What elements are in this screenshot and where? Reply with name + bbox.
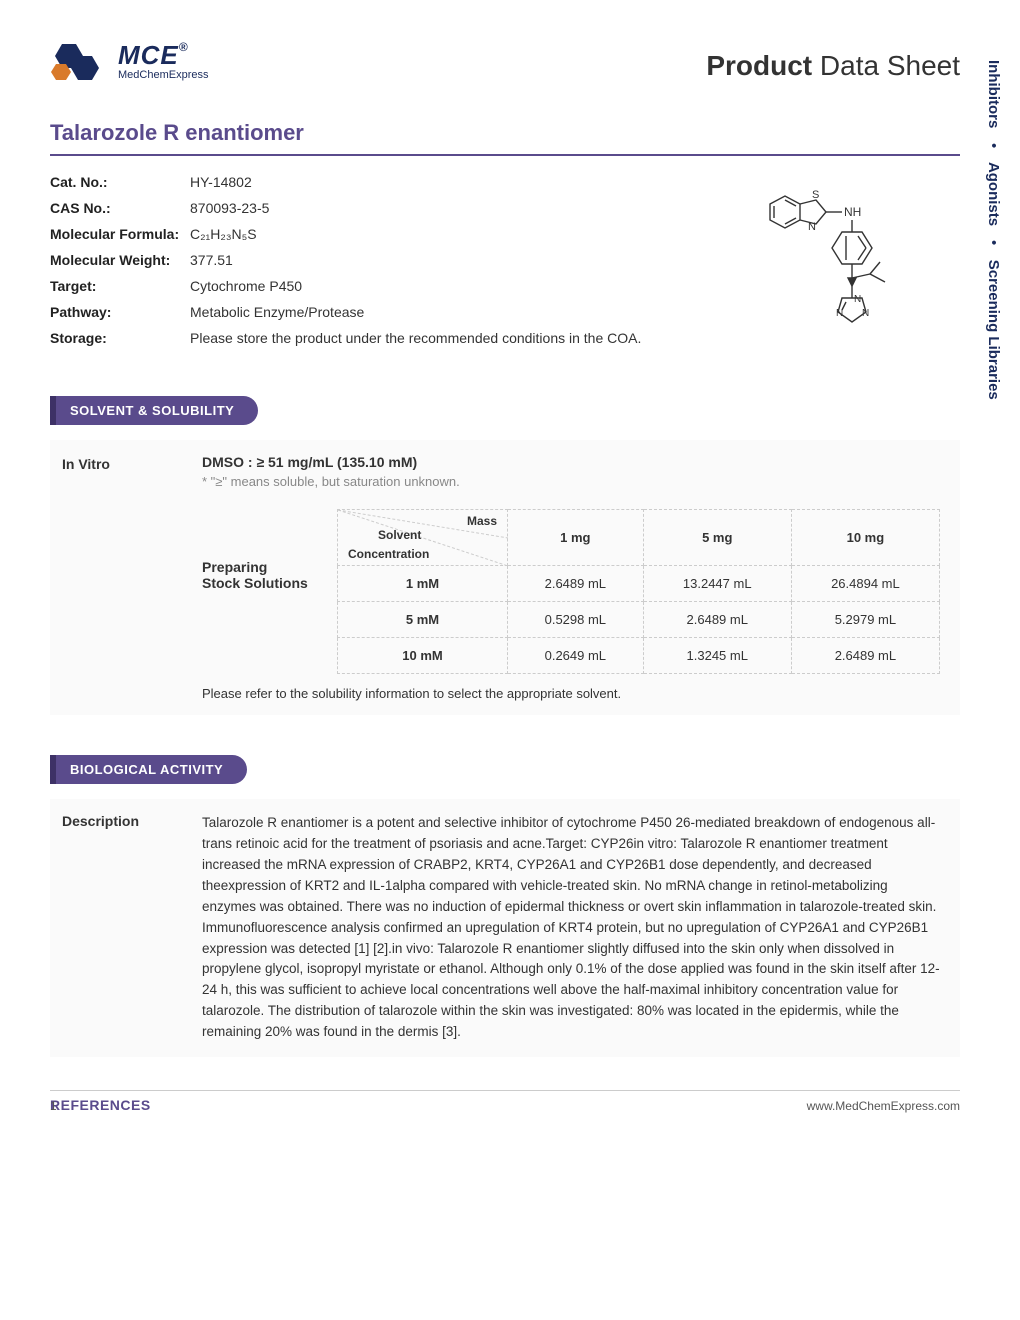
table-row: 10 mM 0.2649 mL 1.3245 mL 2.6489 mL bbox=[338, 638, 940, 674]
logo: MCE® MedChemExpress bbox=[50, 40, 208, 90]
label-cas-no: CAS No.: bbox=[50, 200, 190, 216]
page-title: Product Data Sheet bbox=[706, 50, 960, 82]
description-text: Talarozole R enantiomer is a potent and … bbox=[202, 813, 940, 1043]
svg-text:S: S bbox=[812, 189, 819, 201]
label-pathway: Pathway: bbox=[50, 304, 190, 320]
value-storage: Please store the product under the recom… bbox=[190, 330, 641, 346]
value-formula: C₂₁H₂₃N₅S bbox=[190, 226, 257, 242]
mass-header-2: 10 mg bbox=[791, 510, 939, 566]
label-storage: Storage: bbox=[50, 330, 190, 346]
solubility-table: Mass Solvent Concentration 1 mg 5 mg 10 … bbox=[337, 509, 940, 674]
value-cas-no: 870093-23-5 bbox=[190, 200, 269, 216]
mass-header-0: 1 mg bbox=[508, 510, 644, 566]
solubility-note: * "≥" means soluble, but saturation unkn… bbox=[202, 474, 940, 489]
stock-label: Preparing Stock Solutions bbox=[202, 509, 337, 591]
svg-text:NH: NH bbox=[844, 205, 861, 219]
product-title: Talarozole R enantiomer bbox=[50, 120, 960, 156]
footer: 1 www.MedChemExpress.com bbox=[50, 1090, 960, 1113]
svg-text:N: N bbox=[862, 308, 869, 319]
page-number: 1 bbox=[50, 1099, 57, 1113]
logo-icon bbox=[50, 40, 110, 90]
footer-url: www.MedChemExpress.com bbox=[807, 1099, 960, 1113]
value-weight: 377.51 bbox=[190, 252, 233, 268]
svg-text:N: N bbox=[808, 221, 816, 233]
table-corner-cell: Mass Solvent Concentration bbox=[338, 510, 508, 566]
product-info: Cat. No.: HY-14802 CAS No.: 870093-23-5 … bbox=[50, 174, 750, 356]
header: MCE® MedChemExpress Product Data Sheet bbox=[50, 40, 960, 90]
value-pathway: Metabolic Enzyme/Protease bbox=[190, 304, 364, 320]
brand-name: MCE® bbox=[118, 40, 208, 71]
value-cat-no: HY-14802 bbox=[190, 174, 252, 190]
table-row: 5 mM 0.5298 mL 2.6489 mL 5.2979 mL bbox=[338, 602, 940, 638]
value-target: Cytochrome P450 bbox=[190, 278, 302, 294]
invitro-label: In Vitro bbox=[62, 454, 202, 701]
svg-text:N: N bbox=[854, 294, 861, 305]
chemical-structure: S N NH bbox=[750, 174, 950, 334]
label-weight: Molecular Weight: bbox=[50, 252, 190, 268]
description-label: Description bbox=[62, 813, 202, 1043]
dmso-line: DMSO : ≥ 51 mg/mL (135.10 mM) bbox=[202, 454, 940, 470]
table-note: Please refer to the solubility informati… bbox=[202, 686, 940, 701]
section-bio-header: BIOLOGICAL ACTIVITY bbox=[50, 755, 247, 784]
table-row: 1 mM 2.6489 mL 13.2447 mL 26.4894 mL bbox=[338, 566, 940, 602]
label-target: Target: bbox=[50, 278, 190, 294]
brand-subtitle: MedChemExpress bbox=[118, 69, 208, 81]
side-categories: Inhibitors • Agonists • Screening Librar… bbox=[985, 60, 1002, 400]
label-formula: Molecular Formula: bbox=[50, 226, 190, 242]
section-solvent-header: SOLVENT & SOLUBILITY bbox=[50, 396, 258, 425]
mass-header-1: 5 mg bbox=[643, 510, 791, 566]
label-cat-no: Cat. No.: bbox=[50, 174, 190, 190]
